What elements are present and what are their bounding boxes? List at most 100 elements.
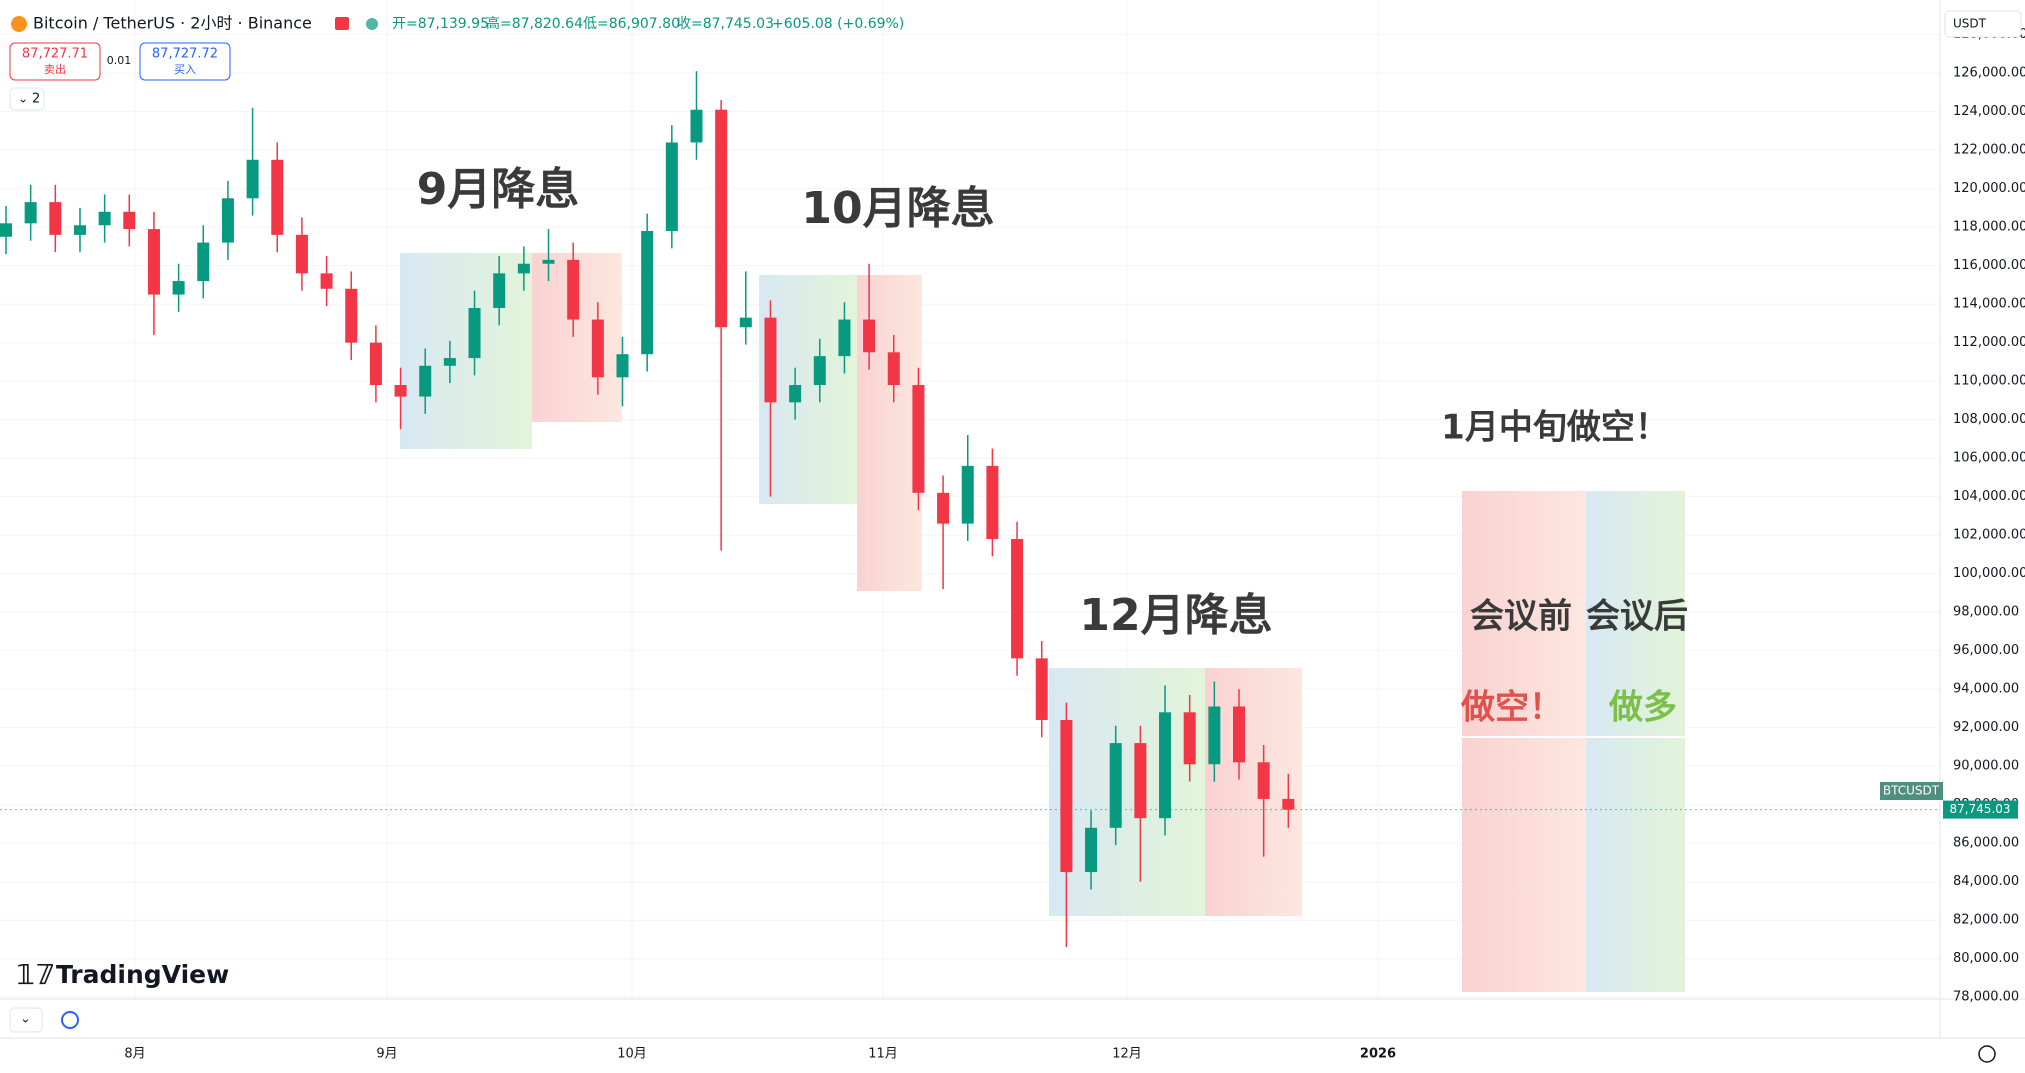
y-tick-label: 108,000.00 bbox=[1953, 412, 2025, 427]
y-tick-label: 78,000.00 bbox=[1953, 990, 2019, 1005]
candle-body bbox=[764, 317, 777, 403]
candle-body bbox=[739, 317, 752, 328]
candle-body bbox=[369, 342, 382, 386]
candle-body bbox=[98, 211, 111, 226]
candle-body bbox=[665, 142, 678, 232]
y-tick-label: 102,000.00 bbox=[1953, 528, 2025, 543]
candle-body bbox=[789, 385, 802, 403]
spread: 0.01 bbox=[107, 54, 132, 67]
x-tick-label: 12月 bbox=[1112, 1047, 1142, 1062]
annotation-texts: 9月降息 10月降息 12月降息 1月中旬做空！ 会议前 会议后 做空！ 做多 bbox=[417, 164, 1688, 728]
candle-body bbox=[838, 319, 851, 357]
indicator-count: 2 bbox=[32, 92, 40, 107]
candle-body bbox=[690, 109, 703, 143]
candle-body bbox=[1183, 712, 1196, 765]
annotation: 10月降息 bbox=[801, 183, 994, 234]
y-tick-label: 90,000.00 bbox=[1953, 759, 2019, 774]
candle-body bbox=[961, 465, 974, 524]
candle-body bbox=[1233, 706, 1245, 763]
y-tick-label: 94,000.00 bbox=[1953, 682, 2019, 697]
candle-body bbox=[172, 281, 185, 295]
chevron: ⌄ bbox=[20, 1012, 31, 1027]
x-tick-label: 2026 bbox=[1360, 1047, 1396, 1062]
annotation: 做多 bbox=[1608, 688, 1677, 728]
ohlc-high: 高=87,820.64 bbox=[486, 15, 583, 32]
logo-mark: 𝟙𝟟 bbox=[16, 958, 55, 991]
candle-body bbox=[468, 308, 481, 359]
annotation: 会议后 bbox=[1586, 597, 1688, 637]
candle-body bbox=[147, 229, 160, 295]
y-tick-label: 82,000.00 bbox=[1953, 913, 2019, 928]
x-tick-label: 9月 bbox=[376, 1047, 397, 1062]
y-axis: 78,000.00 80,000.00 82,000.00 84,000.00 86,0… bbox=[1953, 27, 2025, 1005]
candle-body bbox=[24, 202, 37, 224]
annotation: 12月降息 bbox=[1079, 590, 1272, 641]
candle-body bbox=[1109, 743, 1122, 828]
refresh[interactable] bbox=[61, 1011, 79, 1029]
range-box bbox=[1462, 491, 1586, 992]
range-box bbox=[1049, 668, 1205, 916]
brand: TradingView bbox=[56, 960, 229, 989]
candle-body bbox=[49, 202, 62, 235]
candle-body bbox=[1257, 762, 1270, 799]
range-box bbox=[400, 253, 532, 449]
last-price-tag bbox=[1943, 800, 2018, 819]
candle-body bbox=[197, 242, 210, 282]
ohlc-close: 收=87,745.03 bbox=[677, 16, 774, 32]
flag[interactable] bbox=[335, 17, 349, 30]
candle-body bbox=[394, 385, 407, 397]
candle-body bbox=[1035, 658, 1048, 720]
candles bbox=[0, 71, 1940, 948]
chevron: ⌄ bbox=[18, 92, 28, 106]
y-tick-label: 122,000.00 bbox=[1953, 143, 2025, 158]
candle-body bbox=[419, 365, 432, 397]
y-tick-label: 100,000.00 bbox=[1953, 566, 2025, 581]
change: +605.08 (+0.69%) bbox=[772, 16, 904, 32]
candle-body bbox=[1134, 743, 1147, 819]
y-tick-label: 124,000.00 bbox=[1953, 104, 2025, 119]
settings[interactable] bbox=[1978, 1045, 1996, 1063]
candle-body bbox=[221, 198, 234, 243]
annotation: 1月中旬做空！ bbox=[1441, 408, 1669, 448]
x-axis: 8月 9月 10月 11月 12月 2026 bbox=[124, 1047, 1396, 1062]
currency-select[interactable] bbox=[1944, 10, 2022, 38]
annotation: 9月降息 bbox=[417, 164, 580, 215]
candle-body bbox=[1060, 719, 1073, 873]
ohlc-open: 开=87,139.95 bbox=[392, 16, 489, 32]
y-tick-label: 110,000.00 bbox=[1953, 374, 2025, 389]
y-tick-label: 80,000.00 bbox=[1953, 951, 2019, 966]
candle-body bbox=[1282, 798, 1295, 810]
range-box bbox=[1586, 491, 1685, 992]
annotation: 会议前 bbox=[1470, 597, 1572, 637]
buy-price: 87,727.72 bbox=[152, 47, 218, 62]
x-tick-label: 8月 bbox=[124, 1047, 145, 1062]
candle-body bbox=[345, 288, 358, 343]
candle-body bbox=[295, 234, 308, 274]
pair-tag-bg bbox=[1880, 782, 1943, 800]
y-tick-label: 84,000.00 bbox=[1953, 874, 2019, 889]
range-box bbox=[1205, 668, 1302, 916]
indicator-toggle[interactable] bbox=[9, 87, 45, 111]
candle-body bbox=[1085, 827, 1098, 873]
buy-button[interactable] bbox=[139, 42, 231, 81]
y-tick-label: 120,000.00 bbox=[1953, 181, 2025, 196]
candle-body bbox=[887, 352, 900, 386]
candle-body bbox=[73, 225, 86, 235]
currency: USDT bbox=[1953, 17, 1987, 31]
status bbox=[366, 18, 378, 30]
candle-body bbox=[813, 356, 826, 386]
symbol[interactable]: Bitcoin / TetherUS · 2小时 · Binance bbox=[33, 14, 312, 33]
candle-body bbox=[320, 273, 333, 289]
candle-body bbox=[863, 319, 876, 353]
collapse-button[interactable] bbox=[9, 1007, 43, 1033]
annotation: 做空！ bbox=[1460, 688, 1563, 728]
y-tick-label: 104,000.00 bbox=[1953, 489, 2025, 504]
sell-button[interactable] bbox=[9, 42, 101, 81]
annotation-boxes bbox=[400, 253, 1685, 992]
y-tick-label: 112,000.00 bbox=[1953, 335, 2025, 350]
sell-label: 卖出 bbox=[44, 62, 66, 76]
last-price-label: 87,745.03 bbox=[1949, 802, 2010, 816]
pair-tag: BTCUSDT bbox=[1883, 784, 1940, 798]
ohlc-low: 低=86,907.80 bbox=[583, 16, 680, 32]
